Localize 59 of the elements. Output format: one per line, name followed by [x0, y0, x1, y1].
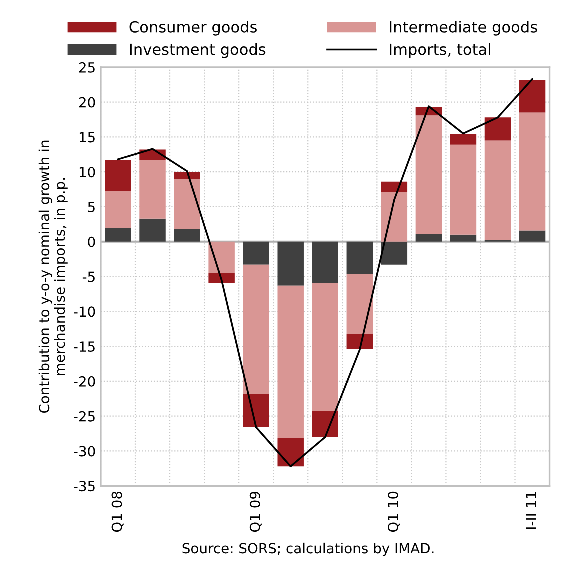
- bar: [416, 116, 442, 234]
- line-series: [117, 78, 534, 468]
- bar: [519, 80, 546, 113]
- y-tick-label: -35: [74, 481, 95, 492]
- legend-label: Intermediate goods: [390, 21, 538, 36]
- bar: [346, 242, 374, 274]
- legend-label: Consumer goods: [130, 21, 257, 36]
- bar: [140, 160, 166, 219]
- y-tick-label: -25: [74, 411, 95, 422]
- bar: [519, 230, 546, 242]
- source-note: Source: SORS; calculations by IMAD.: [182, 542, 434, 556]
- bar: [105, 160, 132, 191]
- bar: [243, 264, 270, 394]
- bar: [312, 411, 338, 438]
- bar: [312, 242, 338, 284]
- y-tick-label: 20: [79, 97, 96, 108]
- bar: [450, 134, 477, 145]
- x-tick-label: Q1 08: [112, 492, 124, 532]
- y-axis-title: Contribution to y-o-y nominal growth in merchandise imports, in p.p.: [38, 140, 68, 414]
- y-tick-label: 15: [80, 132, 95, 143]
- bar: [208, 242, 235, 274]
- bar: [208, 273, 235, 284]
- y-tick-label: -15: [74, 342, 95, 352]
- y-tick-label: -10: [74, 306, 96, 318]
- bar: [381, 192, 408, 242]
- y-tick-label: 5: [88, 202, 95, 212]
- bar: [312, 283, 338, 412]
- y-tick-label: -5: [82, 272, 95, 282]
- bar: [346, 334, 374, 350]
- bar: [243, 394, 270, 428]
- bar: [174, 179, 200, 230]
- bar: [381, 182, 408, 192]
- bar: [450, 144, 477, 235]
- bar: [278, 286, 304, 438]
- x-tick-label: Q1 09: [250, 492, 262, 532]
- y-tick-label: 25: [79, 62, 95, 73]
- legend-label: Investment goods: [130, 43, 266, 58]
- bar: [105, 190, 132, 228]
- bar: [174, 172, 200, 180]
- y-tick-label: -30: [74, 446, 96, 457]
- bar: [105, 228, 132, 242]
- x-tick-label: Q1 10: [388, 492, 400, 532]
- bar: [450, 234, 477, 242]
- bar: [484, 140, 512, 240]
- x-tick-label: I-II 11: [526, 492, 536, 530]
- bar: [346, 274, 374, 334]
- bar: [381, 242, 408, 265]
- bar: [140, 218, 166, 242]
- y-tick-label: -20: [74, 376, 96, 387]
- bar: [278, 242, 304, 286]
- bar: [416, 234, 442, 242]
- y-tick-label: 10: [80, 167, 96, 178]
- bar: [174, 229, 200, 242]
- bar: [519, 112, 546, 231]
- legend-label: Imports, total: [390, 43, 490, 58]
- bar: [278, 438, 304, 467]
- y-tick-label: 0: [88, 236, 96, 248]
- bar: [484, 118, 512, 141]
- bar: [243, 242, 270, 265]
